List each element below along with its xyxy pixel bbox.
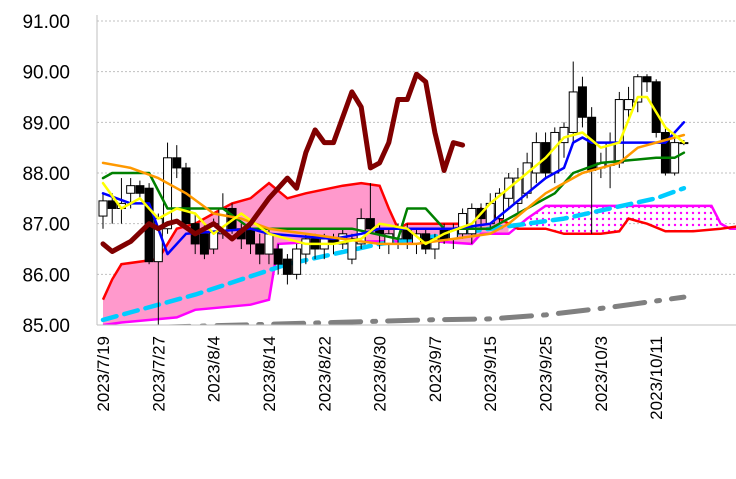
candle-bullish (568, 91, 578, 133)
candle-bearish (135, 185, 145, 194)
candle-bearish (642, 76, 652, 83)
cloud-fill-bearish (508, 205, 736, 234)
grid (97, 20, 736, 275)
x-tick-label: 2023/10/3 (592, 336, 611, 412)
candle-bullish (292, 248, 302, 275)
candle-bullish (264, 233, 274, 255)
y-tick-label: 87.00 (22, 215, 70, 236)
candle-bearish (172, 157, 182, 169)
x-tick-label: 2023/9/7 (426, 336, 445, 402)
x-tick-label: 2023/7/27 (149, 336, 168, 412)
x-tick-label: 2023/8/14 (260, 336, 279, 412)
candle-bearish (577, 86, 587, 118)
candle-bearish (107, 200, 117, 209)
x-tick-label: 2023/9/25 (537, 336, 556, 412)
y-axis: 85.00 86.00 87.00 88.00 89.00 90.00 91.00 (22, 12, 70, 337)
x-tick-label: 2023/8/30 (371, 336, 390, 412)
candle-bullish (614, 99, 624, 164)
candle-bullish (550, 131, 560, 174)
candle-bullish (163, 157, 173, 230)
x-tick-label: 2023/8/4 (205, 336, 224, 402)
candle-bullish (559, 126, 569, 144)
candle-bullish (633, 76, 643, 103)
x-tick-label: 2023/10/11 (647, 336, 666, 420)
candle-bullish (458, 213, 468, 235)
orange-line (101, 133, 686, 246)
x-axis: 2023/7/19 2023/7/27 2023/8/4 2023/8/14 2023/… (94, 336, 666, 420)
candle-bearish (660, 131, 670, 174)
candle-bullish (301, 238, 311, 255)
plot-area (98, 61, 736, 325)
cloud-fill-bullish (103, 183, 509, 325)
lines-over (100, 71, 686, 256)
gray-line (149, 294, 687, 325)
candle-bearish (282, 258, 292, 275)
candle-bullish (624, 99, 634, 111)
candle-bullish (98, 200, 108, 217)
candle-bullish (531, 142, 541, 174)
candle-bullish (347, 238, 357, 260)
y-tick-label: 88.00 (22, 164, 70, 185)
yellow-line (101, 95, 686, 246)
candle-bearish (255, 243, 265, 255)
blue-line (101, 121, 686, 256)
chikou-line (100, 71, 466, 254)
candle-bearish (199, 233, 209, 255)
candle-bearish (365, 218, 375, 230)
y-tick-label: 85.00 (22, 316, 70, 337)
candle-bullish (513, 177, 523, 204)
candle-bearish (273, 248, 283, 265)
candle-bullish (522, 162, 532, 194)
x-tick-label: 2023/7/19 (94, 336, 113, 412)
y-tick-label: 89.00 (22, 113, 70, 134)
x-tick-label: 2023/9/15 (481, 336, 500, 412)
x-tick-label: 2023/8/22 (315, 336, 334, 412)
candle-bullish (494, 192, 504, 220)
y-tick-label: 86.00 (22, 265, 70, 286)
candle-bearish (246, 228, 256, 245)
y-tick-label: 90.00 (22, 63, 70, 84)
y-tick-label: 91.00 (22, 12, 70, 33)
candle-bullish (126, 185, 136, 194)
